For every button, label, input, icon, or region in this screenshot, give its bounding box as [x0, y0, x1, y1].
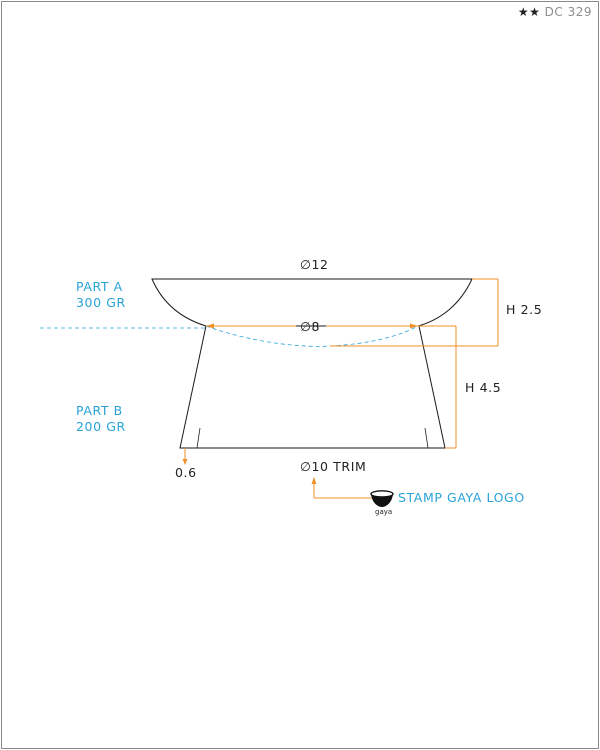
- part-a-name: PART A: [76, 279, 123, 294]
- arrow-d8-right: [410, 323, 418, 329]
- header-code-block: ★★ DC 329: [518, 6, 592, 18]
- gaya-logo-icon: [370, 490, 394, 507]
- bottom-diameter-label: ∅10 TRIM: [300, 459, 367, 474]
- stamp-label: STAMP GAYA LOGO: [398, 490, 525, 505]
- part-b-outline: [179, 325, 446, 449]
- mid-diameter-label: ∅8: [300, 319, 321, 334]
- arrow-stamp: [311, 477, 317, 484]
- drawing-code: DC 329: [544, 5, 592, 19]
- arrow-d8-left: [206, 323, 214, 329]
- height-a-label: H 2.5: [506, 302, 543, 317]
- part-b-weight: 200 GR: [76, 419, 126, 434]
- height-b-label: H 4.5: [465, 380, 502, 395]
- two-stars-icon: ★★: [517, 5, 541, 19]
- arrow-wall: [182, 459, 188, 465]
- part-b-name: PART B: [76, 403, 123, 418]
- wall-thickness-label: 0.6: [175, 465, 197, 480]
- dimension-lines: [184, 278, 499, 499]
- part-a-weight: 300 GR: [76, 295, 126, 310]
- part-b-left-wall: [196, 427, 201, 449]
- part-b-right-wall: [424, 427, 429, 449]
- top-diameter-label: ∅12: [300, 257, 329, 272]
- gaya-logo-text: gaya: [375, 508, 393, 516]
- part-a-hidden-curve: [205, 325, 419, 347]
- dimension-arrows: [182, 323, 418, 484]
